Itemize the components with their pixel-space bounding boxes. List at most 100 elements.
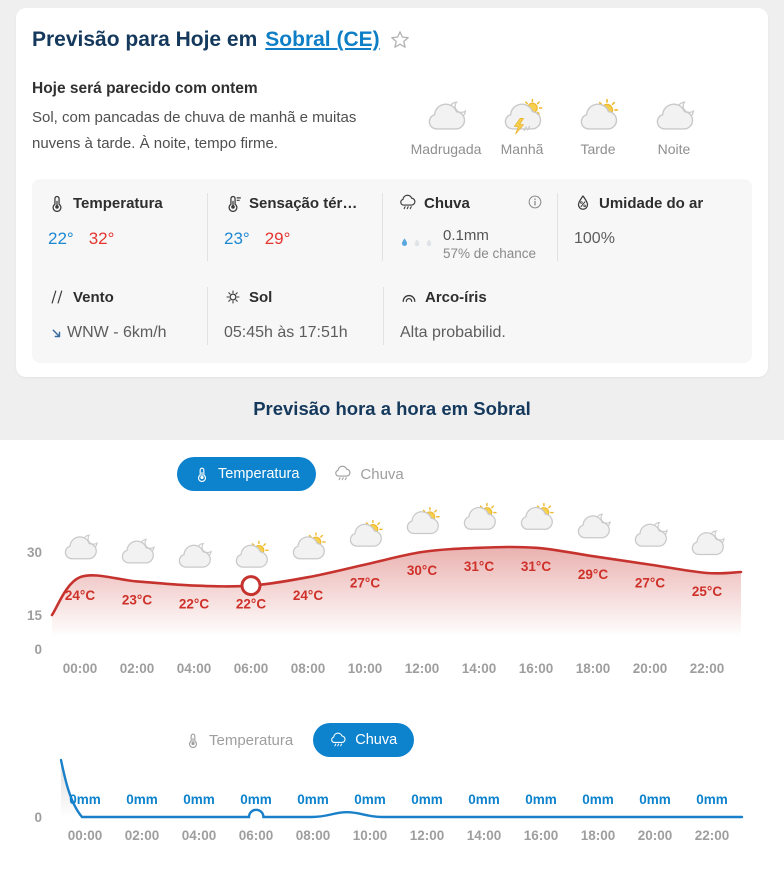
hourly-moon-cloud-icon — [65, 535, 97, 559]
arrow-southeast-icon — [48, 325, 65, 342]
period-item-tarde: Tarde — [560, 99, 636, 157]
temp-x-label: 00:00 — [63, 661, 98, 676]
hourly-moon-cloud-icon — [578, 514, 610, 538]
hourly-section-band: Previsão hora a hora em Sobral — [0, 377, 784, 440]
rain-chance: 57% de chance — [443, 246, 537, 261]
thermometer-feels-icon — [224, 194, 242, 212]
temp-value-label: 31°C — [521, 559, 551, 574]
chart1-temperature-toggle[interactable]: Temperatura — [177, 457, 317, 491]
rain-x-label: 20:00 — [638, 828, 673, 843]
temp-value-label: 25°C — [692, 584, 722, 599]
moon-cloud-icon — [423, 99, 469, 135]
droplet-icon — [424, 238, 434, 248]
stat-label: Temperatura — [73, 194, 163, 212]
temp-x-label: 12:00 — [405, 661, 440, 676]
temp-value-label: 29°C — [578, 567, 608, 582]
moon-cloud-icon — [651, 99, 697, 135]
hourly-sun-cloud-icon — [464, 504, 496, 530]
rain-x-label: 12:00 — [410, 828, 445, 843]
temp-x-label: 16:00 — [519, 661, 554, 676]
temperature-chart[interactable]: 24°C 23°C 22°C 22°C 24°C 27°C 30°C 31°C 31°C 29°C… — [0, 491, 784, 681]
hourly-moon-cloud-icon — [692, 531, 724, 555]
temp-value-label: 30°C — [407, 563, 437, 578]
rain-value-label: 0mm — [639, 792, 671, 807]
rain-x-label: 14:00 — [467, 828, 502, 843]
rain-value-label: 0mm — [297, 792, 329, 807]
humidity-icon — [574, 194, 592, 212]
rain-chart[interactable]: 0mm 0mm 0mm 0mm 0mm 0mm 0mm 0mm 0mm 0mm 0mm 0mm 00:0… — [0, 757, 784, 852]
stat-cell-feels-like: Sensação tér… 23° 29° — [207, 193, 382, 261]
rain-x-label: 02:00 — [125, 828, 160, 843]
summary-text: Hoje será parecido com ontem Sol, com pa… — [32, 80, 390, 157]
period-label: Madrugada — [410, 141, 482, 157]
info-icon[interactable] — [527, 194, 543, 210]
rainbow-icon — [400, 288, 418, 306]
thermometer-icon — [48, 194, 66, 212]
period-label: Manhã — [500, 141, 544, 157]
temp-x-label: 10:00 — [348, 661, 383, 676]
chart2-toggle-row: Temperatura Chuva — [185, 723, 784, 757]
temp-x-label: 02:00 — [120, 661, 155, 676]
temp-y-tick: 30 — [27, 545, 42, 560]
toggle-label: Chuva — [355, 732, 398, 748]
rain-x-label: 10:00 — [353, 828, 388, 843]
temp-x-label: 14:00 — [462, 661, 497, 676]
stat-label: Chuva — [424, 194, 470, 212]
chart2-rain-toggle[interactable]: Chuva — [313, 723, 415, 757]
droplet-icon — [412, 238, 422, 248]
temp-value-label: 27°C — [635, 576, 665, 591]
temp-x-label: 08:00 — [291, 661, 326, 676]
stat-cell-humidity: Umidade do ar 100% — [557, 193, 752, 261]
stat-label: Umidade do ar — [599, 194, 704, 212]
temp-value-label: 31°C — [464, 559, 494, 574]
rainbow-value: Alta probabilid. — [400, 324, 506, 341]
rain-value-label: 0mm — [411, 792, 443, 807]
favorite-star-icon[interactable] — [390, 30, 410, 50]
stat-cell-temperature: Temperatura 22° 32° — [32, 193, 207, 261]
period-item-madrugada: Madrugada — [408, 99, 484, 157]
stats-row-2: Vento WNW - 6km/h Sol 05:45h às 17:51h — [32, 287, 752, 345]
droplet-icon — [399, 237, 410, 248]
temp-value-label: 23°C — [122, 592, 152, 607]
summary-row: Hoje será parecido com ontem Sol, com pa… — [32, 80, 752, 157]
temp-value-label: 22°C — [179, 597, 209, 612]
selected-hour-marker[interactable] — [240, 575, 262, 597]
rain-x-label: 08:00 — [296, 828, 331, 843]
period-label: Noite — [657, 141, 691, 157]
stat-cell-sun: Sol 05:45h às 17:51h — [207, 287, 383, 345]
summary-description: Sol, com pancadas de chuva de manhã e mu… — [32, 109, 357, 152]
temp-y-tick: 0 — [34, 642, 42, 657]
rain-x-label: 16:00 — [524, 828, 559, 843]
chart1-toggle-row: Temperatura Chuva — [177, 457, 784, 491]
rain-value-label: 0mm — [525, 792, 557, 807]
forecast-card: Previsão para Hoje em Sobral (CE) Hoje s… — [16, 8, 768, 377]
rain-x-label: 06:00 — [239, 828, 274, 843]
chart2-temperature-toggle[interactable]: Temperatura — [185, 723, 293, 757]
rain-cloud-icon — [399, 194, 417, 212]
stat-label: Sol — [249, 288, 273, 306]
rain-amount: 0.1mm — [443, 227, 489, 244]
rain-value-label: 0mm — [696, 792, 728, 807]
temp-x-label: 04:00 — [177, 661, 212, 676]
storm-sun-cloud-icon — [499, 99, 545, 135]
toggle-label: Chuva — [360, 465, 404, 483]
temp-value-label: 22°C — [236, 597, 266, 612]
rain-line — [59, 758, 744, 819]
title-prefix: Previsão para Hoje em — [32, 28, 258, 51]
rain-value-label: 0mm — [126, 792, 158, 807]
rain-x-label: 18:00 — [581, 828, 616, 843]
city-link[interactable]: Sobral (CE) — [265, 28, 380, 51]
thermometer-icon — [185, 732, 201, 748]
stat-label: Vento — [73, 288, 114, 306]
rain-value-label: 0mm — [468, 792, 500, 807]
periods-row: Madrugada Manhã Tarde Noite — [408, 80, 752, 157]
rain-cloud-icon — [330, 732, 347, 749]
hourly-moon-cloud-icon — [179, 544, 211, 568]
chart1-rain-toggle[interactable]: Chuva — [316, 457, 404, 491]
temp-x-label: 20:00 — [633, 661, 668, 676]
temp-value-label: 24°C — [293, 588, 323, 603]
thermometer-icon — [194, 466, 210, 482]
hourly-sun-cloud-icon — [293, 533, 325, 559]
period-item-manha: Manhã — [484, 99, 560, 157]
stat-cell-rainbow: Arco-íris Alta probabilid. — [383, 287, 752, 345]
